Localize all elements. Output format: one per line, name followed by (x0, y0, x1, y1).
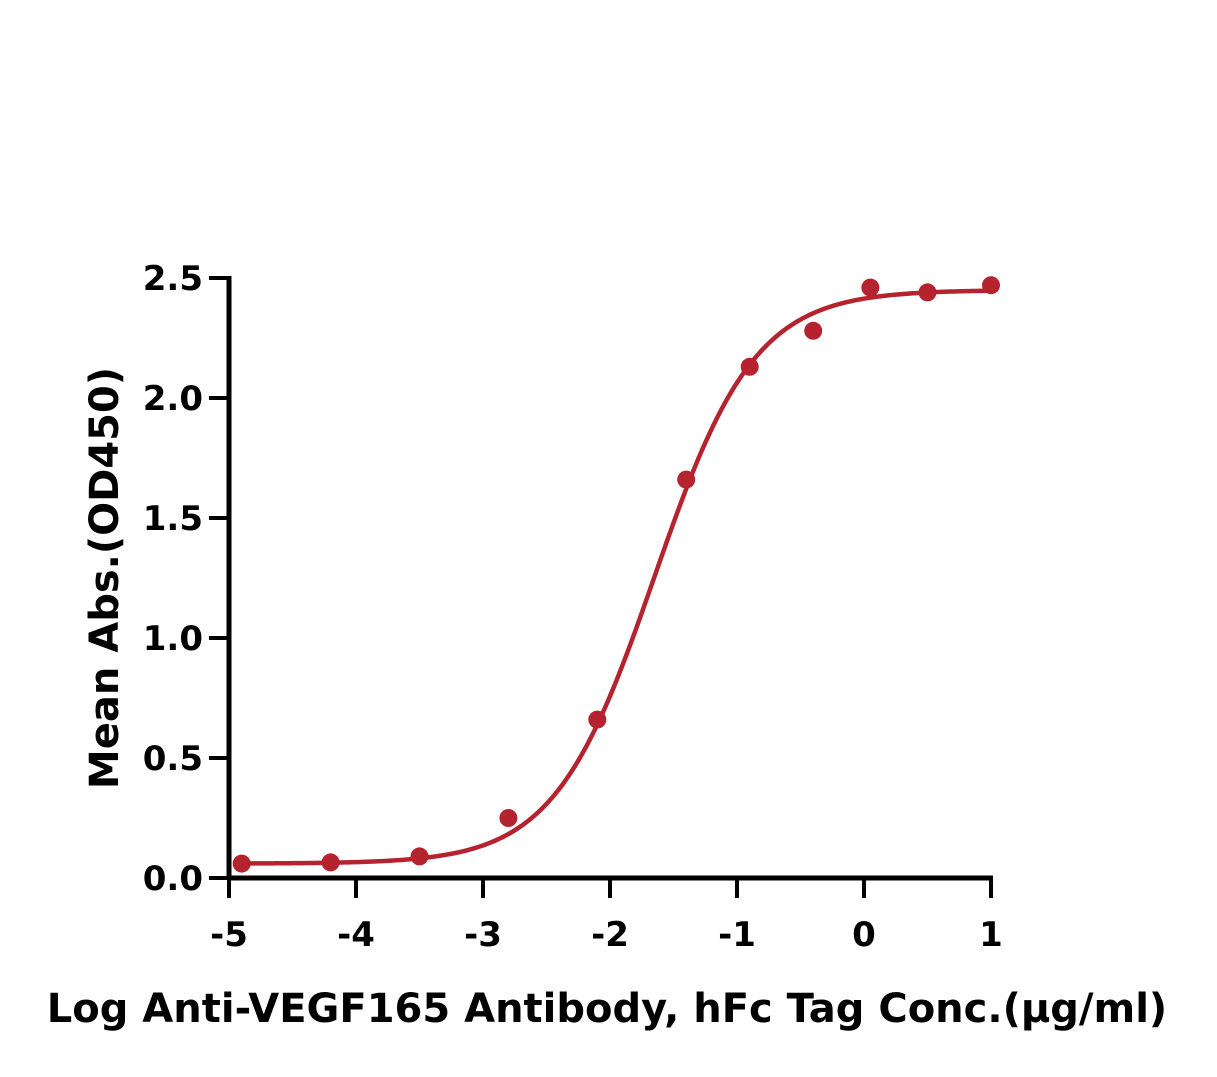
y-axis-title: Mean Abs.(OD450) (82, 367, 128, 789)
data-point (410, 847, 429, 866)
axes (226, 276, 993, 881)
x-axis-title: Log Anti-VEGF165 Antibody, hFc Tag Conc.… (47, 986, 1167, 1032)
y-tick-label: 0.5 (143, 739, 203, 779)
x-tick-label: -5 (210, 915, 248, 955)
y-tick-label: 2.0 (143, 379, 203, 419)
data-point (861, 278, 880, 297)
data-point (499, 809, 518, 827)
y-axis-ticks: 0.0 0.5 1.0 1.5 2.0 2.5 (143, 259, 229, 899)
data-point (321, 853, 340, 872)
x-tick-label: -3 (464, 915, 502, 955)
data-point (740, 357, 759, 376)
data-point (588, 710, 607, 729)
data-points-layer (232, 276, 1000, 873)
x-tick-label: -2 (591, 915, 629, 955)
data-point (804, 321, 823, 340)
x-tick-label: -1 (718, 915, 756, 955)
data-point (677, 470, 696, 489)
x-tick-label: -4 (337, 915, 375, 955)
data-point (918, 283, 937, 302)
y-tick-label: 1.0 (143, 619, 203, 659)
y-tick-label: 0.0 (143, 859, 203, 899)
data-point (982, 276, 1000, 295)
fit-curve-layer (241, 288, 992, 866)
x-axis-ticks: -5 -4 -3 -2 -1 0 1 (210, 878, 1003, 955)
y-tick-label: 1.5 (143, 499, 203, 539)
x-tick-label: 0 (852, 915, 876, 955)
data-point (232, 854, 251, 873)
y-tick-label: 2.5 (143, 259, 203, 299)
fit-curve-line (241, 288, 992, 866)
x-tick-label: 1 (979, 915, 1003, 955)
